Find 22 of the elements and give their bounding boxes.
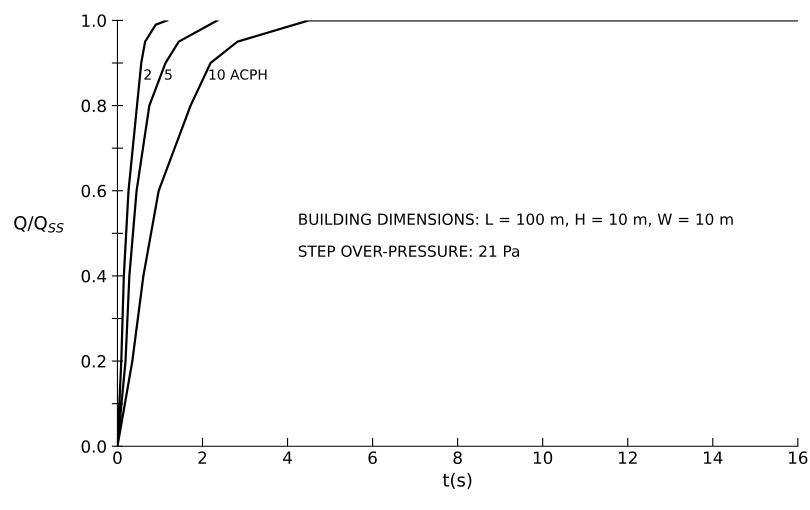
series-label: 10 ACPH [210,69,266,80]
series-label: 5 [165,69,172,80]
x-tick-label: 6 [368,451,377,464]
y-tick-label: 1.0 [82,14,106,27]
x-tick-label: 12 [618,451,637,464]
annotation: BUILDING DIMENSIONS: L = 100 m, H = 10 m, W = 10 m [299,213,733,227]
y-tick-label: 0.4 [82,270,106,282]
series-label: 2 [144,69,151,80]
x-tick-label: 16 [789,451,808,464]
x-tick-label: 10 [534,451,552,464]
y-tick-label: 0.6 [82,184,106,198]
x-tick-label: 14 [704,452,722,464]
x-tick-label: 8 [453,451,462,464]
x-tick-label: 4 [283,452,292,464]
y-tick-label: 0.8 [82,100,106,112]
y-tick-label: 0.0 [82,440,106,453]
annotation: STEP OVER-PRESSURE: 21 Pa [298,245,520,257]
y-axis-title: Q/Q$_{SS}$ [14,216,64,233]
x-axis-title: t(s) [442,472,472,489]
x-tick-label: 0 [113,451,122,464]
x-tick-label: 2 [198,451,206,464]
y-tick-label: 0.2 [82,355,106,368]
